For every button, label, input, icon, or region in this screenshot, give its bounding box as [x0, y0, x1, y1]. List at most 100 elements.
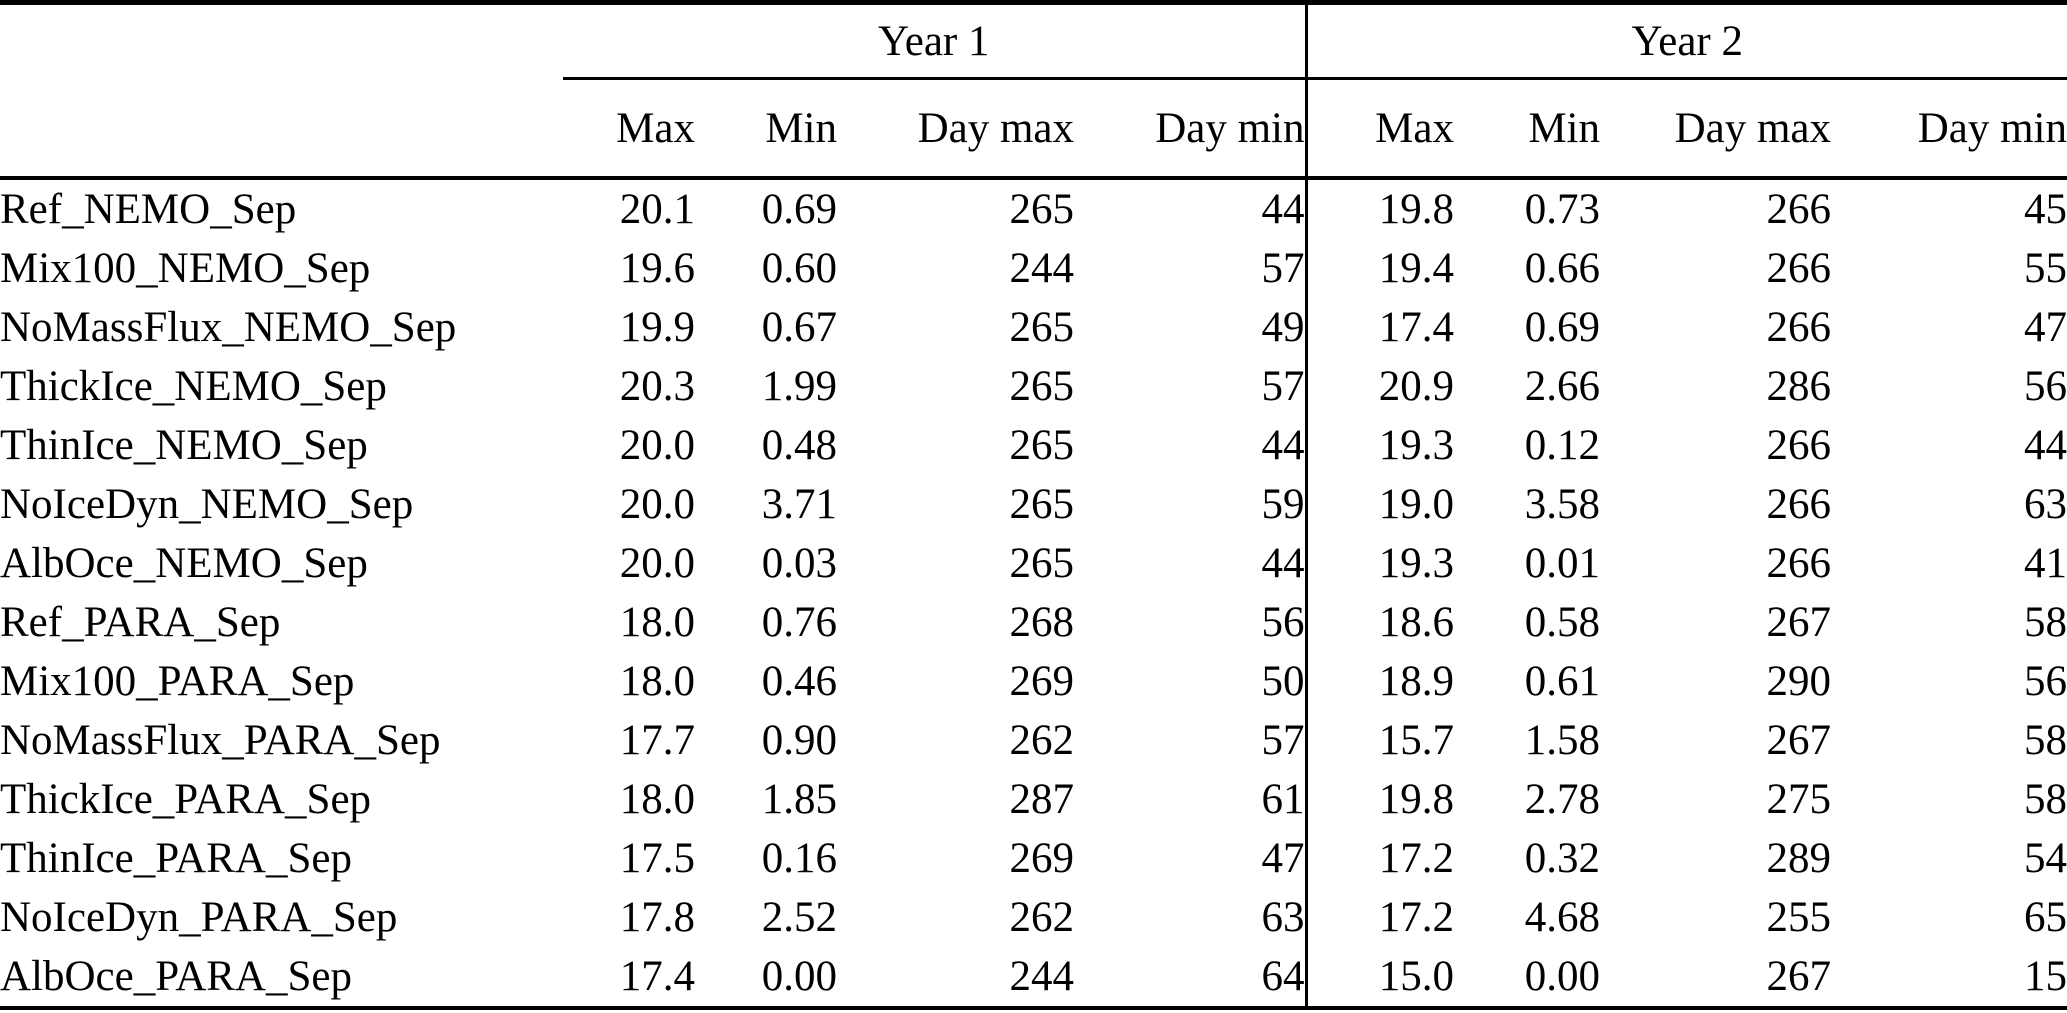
value-cell: 19.8: [1304, 178, 1454, 239]
value-cell: 57: [1261, 363, 1305, 410]
value-cell: 18.0: [619, 599, 695, 646]
corner-cell-2: [0, 78, 563, 180]
value-cell: 2.52: [761, 894, 837, 941]
value-cell: 17.2: [1304, 829, 1454, 888]
value-cell: 287: [1009, 776, 1075, 823]
value-cell: 266: [1766, 186, 1832, 233]
corner-cell: [0, 3, 563, 79]
column-header-row: Max Min Day max Day min Max Min Day max …: [0, 78, 2067, 180]
value-cell: 15.0: [1304, 947, 1454, 1008]
table-row: ThinIce_NEMO_Sep 20.0 0.48 265 44 19.3 0…: [0, 416, 2067, 475]
table-row: Ref_PARA_Sep 18.0 0.76 268 56 18.6 0.58 …: [0, 593, 2067, 652]
value-cell: 266: [1766, 540, 1832, 587]
value-cell: 267: [1766, 717, 1832, 764]
value-cell: 20.0: [619, 422, 695, 469]
value-cell: 44: [1261, 540, 1305, 587]
table-row: AlbOce_NEMO_Sep 20.0 0.03 265 44 19.3 0.…: [0, 534, 2067, 593]
run-name: ThinIce_NEMO_Sep: [0, 422, 368, 469]
group-header-year1: Year 1: [563, 2, 1306, 80]
value-cell: 18.9: [1304, 652, 1454, 711]
value-cell: 17.7: [619, 717, 695, 764]
value-cell: 19.3: [1304, 416, 1454, 475]
value-cell: 45: [2024, 186, 2067, 233]
value-cell: 58: [2024, 717, 2067, 764]
run-name: NoMassFlux_PARA_Sep: [0, 717, 441, 764]
run-name: NoIceDyn_NEMO_Sep: [0, 481, 414, 528]
value-cell: 56: [2024, 658, 2067, 705]
run-name: NoIceDyn_PARA_Sep: [0, 894, 398, 941]
value-cell: 267: [1766, 599, 1832, 646]
col-header-year1-min: Min: [695, 78, 837, 180]
table-row: AlbOce_PARA_Sep 17.4 0.00 244 64 15.0 0.…: [0, 947, 2067, 1008]
value-cell: 18.0: [619, 658, 695, 705]
value-cell: 265: [1009, 481, 1075, 528]
value-cell: 0.67: [761, 304, 837, 351]
value-cell: 255: [1766, 894, 1832, 941]
value-cell: 244: [1009, 953, 1075, 1000]
value-cell: 1.99: [761, 363, 837, 410]
value-cell: 63: [1261, 894, 1305, 941]
value-cell: 18.0: [619, 776, 695, 823]
value-cell: 289: [1766, 835, 1832, 882]
value-cell: 61: [1261, 776, 1305, 823]
value-cell: 1.85: [761, 776, 837, 823]
value-cell: 0.32: [1524, 835, 1600, 882]
value-cell: 20.3: [619, 363, 695, 410]
value-cell: 0.69: [761, 186, 837, 233]
value-cell: 64: [1261, 953, 1305, 1000]
value-cell: 286: [1766, 363, 1832, 410]
value-cell: 0.76: [761, 599, 837, 646]
value-cell: 262: [1009, 717, 1075, 764]
col-header-year2-day-max: Day max: [1600, 78, 1831, 180]
run-name: ThickIce_PARA_Sep: [0, 776, 372, 823]
value-cell: 0.66: [1524, 245, 1600, 292]
value-cell: 0.46: [761, 658, 837, 705]
value-cell: 56: [2024, 363, 2067, 410]
table-row: NoIceDyn_NEMO_Sep 20.0 3.71 265 59 19.0 …: [0, 475, 2067, 534]
value-cell: 15: [2024, 953, 2067, 1000]
value-cell: 4.68: [1524, 894, 1600, 941]
value-cell: 17.5: [619, 835, 695, 882]
value-cell: 20.9: [1304, 357, 1454, 416]
value-cell: 0.60: [761, 245, 837, 292]
value-cell: 0.48: [761, 422, 837, 469]
table-row: Ref_NEMO_Sep 20.1 0.69 265 44 19.8 0.73 …: [0, 178, 2067, 239]
value-cell: 19.4: [1304, 239, 1454, 298]
table-row: NoMassFlux_NEMO_Sep 19.9 0.67 265 49 17.…: [0, 298, 2067, 357]
table-row: ThickIce_NEMO_Sep 20.3 1.99 265 57 20.9 …: [0, 357, 2067, 416]
table-row: ThinIce_PARA_Sep 17.5 0.16 269 47 17.2 0…: [0, 829, 2067, 888]
value-cell: 65: [2024, 894, 2067, 941]
col-header-year1-day-max: Day max: [837, 78, 1074, 180]
value-cell: 20.1: [619, 186, 695, 233]
table-row: Mix100_PARA_Sep 18.0 0.46 269 50 18.9 0.…: [0, 652, 2067, 711]
value-cell: 0.61: [1524, 658, 1600, 705]
table-row: NoIceDyn_PARA_Sep 17.8 2.52 262 63 17.2 …: [0, 888, 2067, 947]
group-header-row: Year 1 Year 2: [0, 2, 2067, 80]
value-cell: 267: [1766, 953, 1832, 1000]
value-cell: 50: [1261, 658, 1305, 705]
value-cell: 2.78: [1524, 776, 1600, 823]
value-cell: 3.71: [761, 481, 837, 528]
value-cell: 268: [1009, 599, 1075, 646]
value-cell: 20.0: [619, 481, 695, 528]
run-name: NoMassFlux_NEMO_Sep: [0, 304, 457, 351]
value-cell: 0.90: [761, 717, 837, 764]
value-cell: 19.8: [1304, 770, 1454, 829]
value-cell: 266: [1766, 304, 1832, 351]
value-cell: 44: [2024, 422, 2067, 469]
value-cell: 265: [1009, 540, 1075, 587]
value-cell: 44: [1261, 422, 1305, 469]
table-row: ThickIce_PARA_Sep 18.0 1.85 287 61 19.8 …: [0, 770, 2067, 829]
value-cell: 265: [1009, 304, 1075, 351]
value-cell: 54: [2024, 835, 2067, 882]
value-cell: 275: [1766, 776, 1832, 823]
value-cell: 19.9: [619, 304, 695, 351]
col-header-year1-max: Max: [563, 78, 695, 180]
value-cell: 269: [1009, 835, 1075, 882]
col-header-year2-max: Max: [1304, 78, 1454, 180]
value-cell: 0.69: [1524, 304, 1600, 351]
value-cell: 2.66: [1524, 363, 1600, 410]
value-cell: 41: [2024, 540, 2067, 587]
value-cell: 269: [1009, 658, 1075, 705]
value-cell: 17.4: [1304, 298, 1454, 357]
